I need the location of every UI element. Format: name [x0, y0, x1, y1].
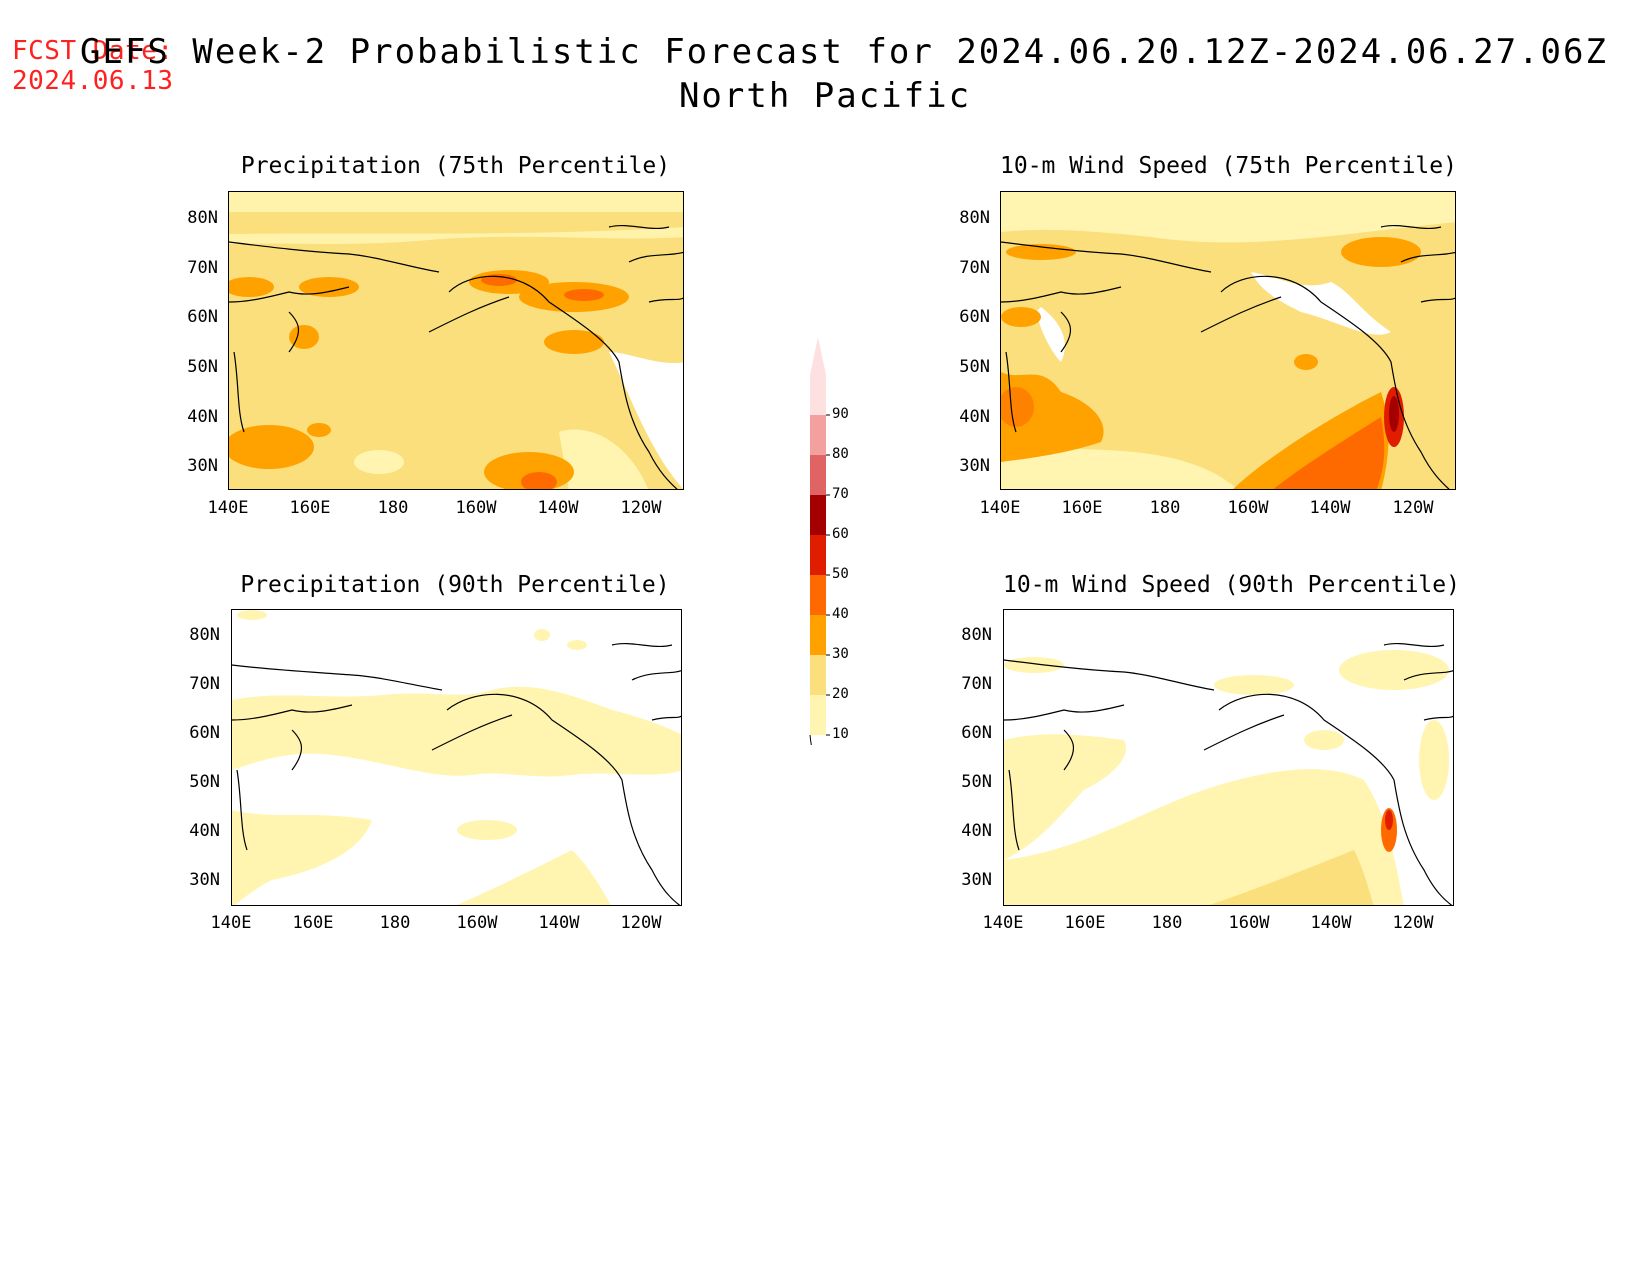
- colorbar-box: [810, 695, 826, 735]
- lon-label: 140E: [979, 498, 1021, 518]
- lat-label: 60N: [961, 723, 992, 743]
- lon-label: 160W: [1228, 913, 1270, 933]
- lon-label: 160E: [289, 498, 331, 518]
- lon-label: 140W: [537, 498, 579, 518]
- colorbar-box: [810, 415, 826, 455]
- colorbar-box: [810, 535, 826, 575]
- lat-label: 50N: [187, 357, 218, 377]
- lat-label: 60N: [189, 723, 220, 743]
- panel-title-precip90: Precipitation (90th Percentile): [240, 572, 670, 598]
- lon-label: 180: [1149, 498, 1181, 518]
- panel-title-wind75: 10-m Wind Speed (75th Percentile): [1000, 153, 1457, 179]
- colorbar-level-label: 80: [832, 446, 849, 462]
- lon-label: 160W: [455, 498, 497, 518]
- colorbar-level-label: 30: [832, 646, 849, 662]
- forecast-date-block: FCST Date: 2024.06.13: [12, 36, 174, 96]
- colorbar-level-label: 40: [832, 606, 849, 622]
- lon-label: 160E: [1064, 913, 1106, 933]
- lon-label: 120W: [1392, 913, 1434, 933]
- map-precip75: [228, 191, 684, 490]
- lon-label: 160W: [456, 913, 498, 933]
- lon-label: 140E: [210, 913, 252, 933]
- colorbar-box: [810, 655, 826, 695]
- lat-label: 50N: [959, 357, 990, 377]
- colorbar-level-label: 60: [832, 526, 849, 542]
- lon-label: 140W: [1309, 498, 1351, 518]
- lon-label: 160E: [292, 913, 334, 933]
- lon-label: 160W: [1227, 498, 1269, 518]
- colorbar-bottom-cap: [809, 734, 812, 745]
- lon-label: 140E: [982, 913, 1024, 933]
- main-title: GEFS Week-2 Probabilistic Forecast for 2…: [80, 32, 1608, 72]
- lon-label: 140W: [538, 913, 580, 933]
- lat-label: 40N: [961, 821, 992, 841]
- colorbar-level-label: 10: [832, 726, 849, 742]
- colorbar-top-cap: [810, 337, 826, 375]
- colorbar-box: [810, 495, 826, 535]
- panel-title-wind90: 10-m Wind Speed (90th Percentile): [1003, 572, 1460, 598]
- map-wind75: [1000, 191, 1456, 490]
- colorbar-level-label: 50: [832, 566, 849, 582]
- colorbar-level-label: 20: [832, 686, 849, 702]
- colorbar: [809, 337, 830, 745]
- colorbar-boxes: [809, 337, 830, 745]
- lat-label: 70N: [187, 258, 218, 278]
- lat-label: 30N: [189, 870, 220, 890]
- lon-label: 140E: [207, 498, 249, 518]
- lat-label: 30N: [187, 456, 218, 476]
- map-wind90: [1003, 609, 1454, 906]
- lon-label: 180: [379, 913, 411, 933]
- lat-label: 80N: [189, 625, 220, 645]
- lat-label: 70N: [959, 258, 990, 278]
- lat-label: 70N: [189, 674, 220, 694]
- lat-label: 50N: [961, 772, 992, 792]
- lat-label: 30N: [959, 456, 990, 476]
- colorbar-box: [810, 455, 826, 495]
- lat-label: 40N: [189, 821, 220, 841]
- lat-label: 40N: [187, 407, 218, 427]
- map-precip90: [231, 609, 682, 906]
- lat-label: 80N: [959, 208, 990, 228]
- colorbar-box: [810, 615, 826, 655]
- lat-label: 80N: [187, 208, 218, 228]
- lon-label: 120W: [1392, 498, 1434, 518]
- lon-label: 180: [377, 498, 409, 518]
- panel-title-precip75: Precipitation (75th Percentile): [240, 153, 671, 179]
- lat-label: 50N: [189, 772, 220, 792]
- lat-label: 70N: [961, 674, 992, 694]
- colorbar-level-label: 90: [832, 406, 849, 422]
- lon-label: 180: [1151, 913, 1183, 933]
- colorbar-box: [810, 375, 826, 415]
- lat-label: 40N: [959, 407, 990, 427]
- lon-label: 120W: [620, 913, 662, 933]
- lat-label: 30N: [961, 870, 992, 890]
- lat-label: 60N: [187, 307, 218, 327]
- lat-label: 60N: [959, 307, 990, 327]
- colorbar-level-label: 70: [832, 486, 849, 502]
- region-subtitle: North Pacific: [678, 76, 972, 116]
- forecast-date-label: FCST Date:: [12, 36, 174, 66]
- colorbar-box: [810, 575, 826, 615]
- lon-label: 120W: [620, 498, 662, 518]
- lon-label: 140W: [1310, 913, 1352, 933]
- forecast-date-value: 2024.06.13: [12, 66, 174, 96]
- lat-label: 80N: [961, 625, 992, 645]
- lon-label: 160E: [1061, 498, 1103, 518]
